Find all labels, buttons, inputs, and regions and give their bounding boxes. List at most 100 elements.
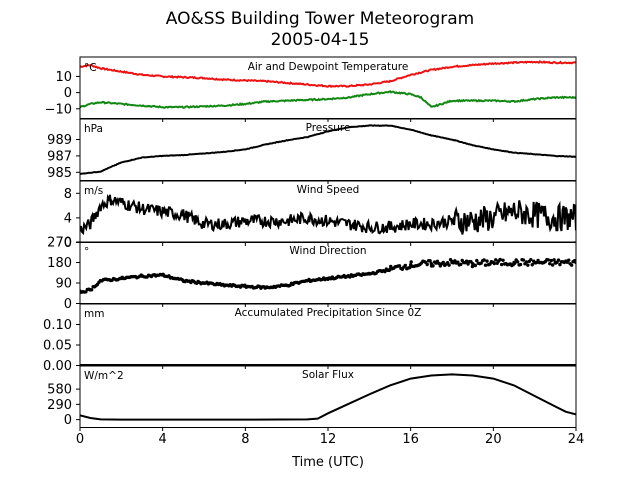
wind-direction-point [552, 258, 556, 262]
wind-direction-point [485, 259, 489, 263]
y-tick-label: 0 [64, 413, 72, 428]
series-line-1 [80, 60, 576, 88]
wind-direction-point [494, 258, 498, 262]
wind-direction-point [530, 263, 534, 267]
wind-direction-point [491, 260, 496, 265]
panel-unit-label: W/m^2 [84, 370, 124, 382]
wind-direction-point [425, 262, 429, 267]
wind-direction-point [409, 260, 413, 264]
wind-direction-point [515, 260, 520, 264]
wind-direction-point [550, 263, 555, 267]
wind-direction-point [558, 262, 562, 267]
y-tick-label: 989 [47, 133, 72, 148]
wind-direction-point [450, 260, 454, 265]
wind-direction-point [388, 267, 392, 272]
y-tick-label: 0.05 [43, 339, 72, 354]
wind-direction-point [407, 265, 412, 270]
wind-direction-point [202, 281, 206, 285]
y-tick-label: 985 [47, 166, 72, 181]
y-tick-label: 987 [47, 149, 72, 164]
wind-direction-point [548, 262, 552, 266]
panel-title: Wind Direction [289, 245, 366, 257]
series-line-2 [80, 89, 576, 109]
wind-direction-point [518, 262, 523, 267]
figure-subtitle-date: 2005-04-15 [271, 30, 370, 50]
x-tick-label: 12 [320, 432, 337, 447]
y-tick-label: 270 [47, 236, 72, 251]
panel-title: Pressure [306, 122, 351, 134]
wind-direction-point [482, 258, 486, 262]
panel-title: Solar Flux [302, 369, 354, 381]
panel-3: 8 4 0 Wind Speed m/s [64, 180, 577, 251]
wind-direction-point [556, 258, 561, 262]
wind-direction-point [456, 260, 460, 264]
y-tick-label: 0 [64, 236, 72, 251]
wind-direction-point [532, 260, 537, 265]
wind-direction-point [499, 262, 504, 267]
wind-direction-point [475, 258, 479, 263]
wind-direction-point [367, 272, 372, 276]
wind-direction-point [181, 279, 186, 283]
wind-direction-point [119, 276, 124, 281]
wind-direction-point [459, 262, 463, 267]
wind-direction-point [501, 258, 505, 262]
wind-direction-point [403, 263, 408, 268]
panel-4: 270 180 90 0 Wind Direction ° [47, 236, 577, 312]
wind-direction-point [553, 260, 558, 265]
wind-direction-point [98, 279, 103, 283]
wind-direction-point [529, 257, 533, 262]
y-tick-label: 0.00 [43, 359, 72, 374]
panel-unit-label: °C [84, 62, 97, 74]
wind-direction-point [397, 264, 402, 268]
panel-unit-label: m/s [84, 185, 103, 197]
x-tick-label: 0 [76, 432, 84, 447]
wind-direction-point [326, 276, 330, 281]
wind-direction-point [546, 258, 550, 262]
panel-unit-label: hPa [84, 123, 103, 135]
wind-direction-point [447, 263, 451, 267]
panel-5: 0.10 0.05 0.00 Accumulated Precipitation Si… [43, 303, 577, 374]
wind-direction-point [464, 259, 469, 263]
y-tick-label: 290 [47, 398, 72, 413]
wind-direction-point [498, 257, 502, 262]
wind-direction-point [470, 261, 475, 266]
x-tick-label: 4 [159, 432, 167, 447]
wind-direction-point [305, 279, 310, 283]
wind-direction-point [569, 263, 574, 267]
y-tick-label: 0 [64, 86, 72, 101]
wind-direction-point [346, 274, 351, 278]
x-tick-label: 24 [568, 432, 585, 447]
y-tick-label: 10 [55, 70, 72, 85]
x-tick-label: 20 [485, 432, 502, 447]
wind-direction-point [521, 258, 526, 262]
y-tick-label: 580 [47, 383, 72, 398]
panel-title: Air and Dewpoint Temperature [248, 61, 409, 73]
series-line-1 [80, 373, 576, 421]
wind-direction-point [160, 273, 165, 277]
wind-direction-point [408, 263, 413, 267]
wind-direction-point [483, 263, 488, 267]
wind-direction-point [567, 258, 571, 262]
panel-title: Accumulated Precipitation Since 0Z [235, 307, 422, 319]
wind-direction-points [80, 257, 576, 294]
y-tick-label: 0 [64, 297, 72, 312]
wind-direction-point [140, 274, 144, 278]
y-tick-label: 0.10 [43, 318, 72, 333]
wind-direction-point [243, 284, 248, 289]
x-axis-label: Time (UTC) [291, 455, 364, 470]
x-tick-label: 8 [241, 432, 249, 447]
panel-unit-label: ° [84, 246, 89, 258]
y-tick-label: 8 [64, 187, 72, 202]
figure-title: AO&SS Building Tower Meteorogram [166, 9, 474, 29]
panel-title: Wind Speed [297, 184, 360, 196]
wind-direction-point [264, 285, 268, 290]
wind-direction-point [441, 260, 445, 265]
wind-direction-point [222, 283, 227, 287]
wind-direction-point [524, 260, 529, 264]
wind-direction-point [284, 283, 289, 287]
